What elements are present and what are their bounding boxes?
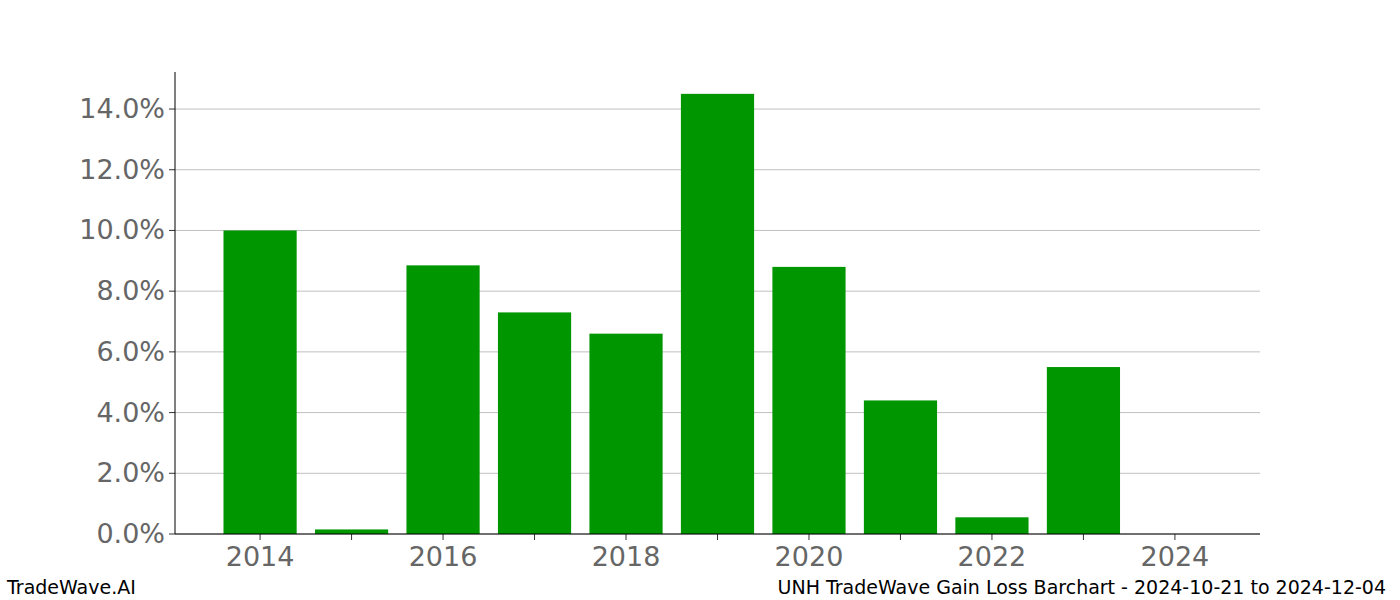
- x-tick-label: 2022: [958, 541, 1027, 572]
- bar: [955, 517, 1028, 534]
- grid-line: [175, 534, 1260, 535]
- x-tick-label: 2016: [409, 541, 478, 572]
- x-axis: [175, 534, 1260, 535]
- y-tick-label: 10.0%: [79, 214, 165, 245]
- x-tick-label: 2020: [775, 541, 844, 572]
- y-tick: [169, 473, 175, 474]
- bar: [681, 94, 754, 534]
- x-tick-label: 2014: [226, 541, 295, 572]
- x-tick: [991, 534, 992, 540]
- x-tick: [260, 534, 261, 540]
- y-tick: [169, 230, 175, 231]
- y-tick-label: 8.0%: [96, 275, 165, 306]
- bar: [1047, 367, 1120, 534]
- x-tick: [443, 534, 444, 540]
- x-tick: [1083, 534, 1084, 540]
- y-tick: [169, 291, 175, 292]
- chart: 0.0% 2.0% 4.0% 6.0% 8.0% 10.0% 12.0% 14.0% 2014 2…: [0, 0, 1400, 600]
- bar: [589, 334, 662, 534]
- y-tick: [169, 169, 175, 170]
- x-tick: [534, 534, 535, 540]
- bar: [772, 267, 845, 534]
- bar: [315, 529, 388, 534]
- y-axis: [175, 72, 176, 534]
- bar: [498, 312, 571, 534]
- bar: [406, 265, 479, 534]
- bar: [864, 400, 937, 534]
- y-tick: [169, 412, 175, 413]
- x-tick-label: 2024: [1141, 541, 1210, 572]
- x-tick: [626, 534, 627, 540]
- y-tick: [169, 534, 175, 535]
- y-tick-label: 6.0%: [96, 336, 165, 367]
- bars: [223, 94, 1120, 534]
- y-tick-label: 12.0%: [79, 154, 165, 185]
- y-tick: [169, 109, 175, 110]
- y-tick-label: 0.0%: [96, 518, 165, 549]
- y-tick: [169, 351, 175, 352]
- source: TradeWave.AI: [6, 576, 136, 598]
- bar: [223, 230, 296, 534]
- x-tick: [717, 534, 718, 540]
- x-tick: [1174, 534, 1175, 540]
- x-tick: [808, 534, 809, 540]
- y-tick-label: 2.0%: [96, 457, 165, 488]
- x-tick: [351, 534, 352, 540]
- x-tick-label: 2018: [592, 541, 661, 572]
- y-tick-label: 4.0%: [96, 397, 165, 428]
- y-tick-label: 14.0%: [79, 93, 165, 124]
- title: UNH TradeWave Gain Loss Barchart - 2024-…: [778, 576, 1386, 598]
- x-tick: [900, 534, 901, 540]
